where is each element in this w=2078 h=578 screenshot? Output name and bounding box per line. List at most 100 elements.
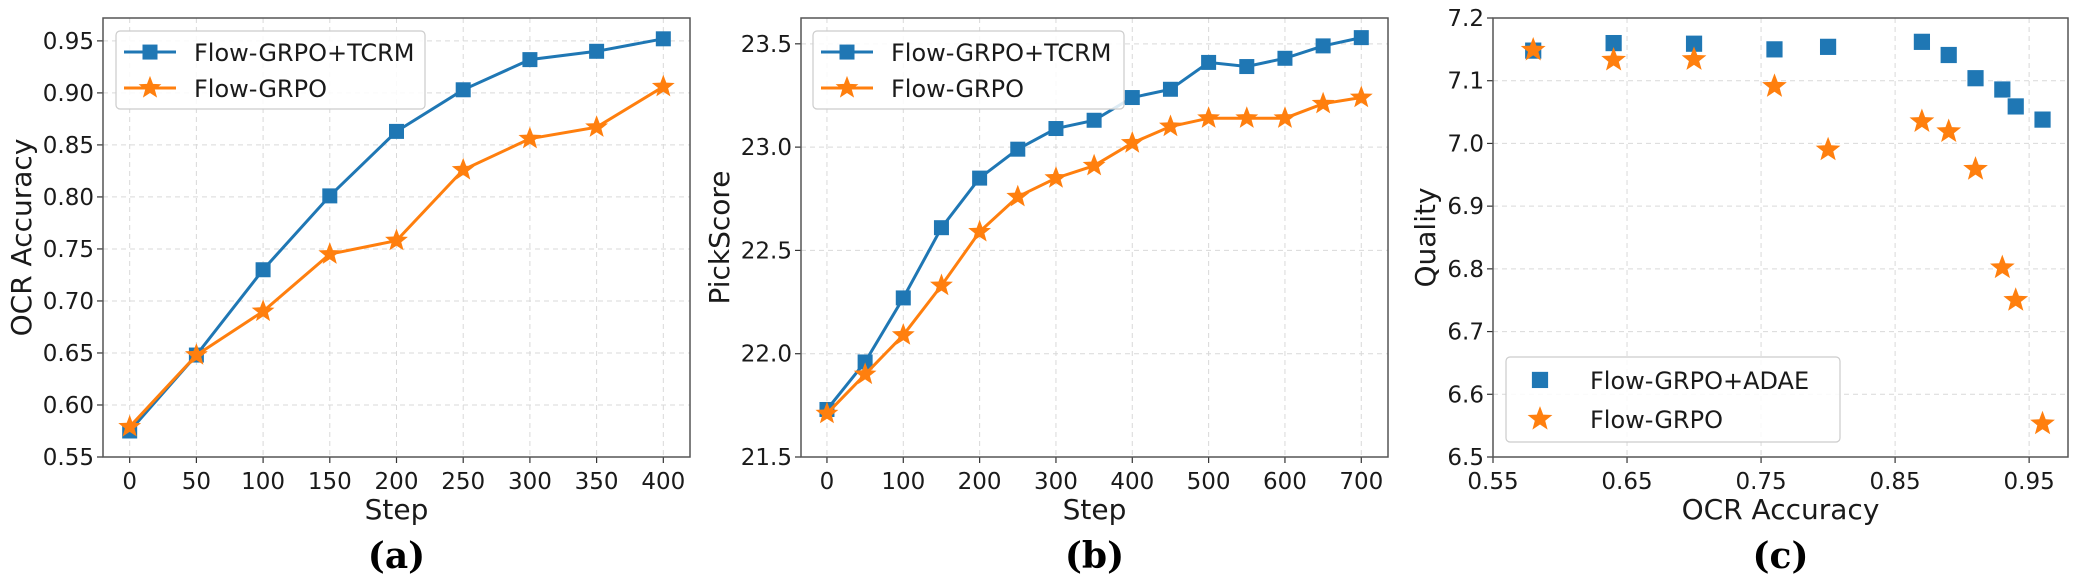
- data-point: [385, 228, 408, 251]
- data-point: [1124, 90, 1140, 106]
- data-point: [933, 220, 949, 236]
- y-tick-label: 7.1: [1447, 69, 1484, 95]
- data-point: [1909, 108, 1935, 132]
- legend: Flow-GRPO+TCRM Flow-GRPO: [812, 30, 1125, 110]
- x-tick-label: 300: [508, 469, 552, 495]
- data-point: [1520, 37, 1546, 61]
- legend-marker: [1527, 406, 1553, 430]
- data-point: [1239, 59, 1255, 75]
- legend: Flow-GRPO+TCRM Flow-GRPO: [115, 30, 426, 110]
- data-point: [1601, 47, 1626, 71]
- data-point: [1010, 141, 1026, 157]
- data-point: [451, 157, 475, 180]
- y-tick-label: 0.60: [43, 393, 94, 419]
- legend-label: Flow-GRPO: [194, 75, 327, 103]
- data-point: [1353, 30, 1369, 46]
- data-point: [1277, 50, 1293, 66]
- legend: Flow-GRPO+ADAE Flow-GRPO: [1505, 356, 1841, 443]
- data-point: [1048, 121, 1064, 137]
- data-point: [322, 188, 338, 204]
- y-tick-label: 23.5: [741, 32, 792, 58]
- x-tick-label: 0.55: [1467, 469, 1518, 495]
- plot-frame: [102, 17, 691, 458]
- y-tick-label: 22.0: [741, 342, 792, 368]
- y-axis-label: Quality: [1409, 187, 1442, 287]
- y-tick-label: 0.85: [43, 133, 94, 159]
- x-tick-label: 100: [881, 469, 925, 495]
- x-tick-label: 150: [308, 469, 352, 495]
- data-point: [185, 343, 208, 365]
- legend-label: Flow-GRPO+TCRM: [891, 39, 1111, 67]
- legend-label: Flow-GRPO: [1590, 406, 1723, 434]
- y-axis-label: PickScore: [703, 170, 736, 304]
- y-tick-label: 0.55: [43, 445, 94, 471]
- data-point: [1006, 184, 1030, 207]
- data-point: [2006, 97, 2025, 116]
- series-line: [825, 96, 1362, 415]
- series-flow-grpo: [1520, 37, 2055, 435]
- x-tick-label: 350: [575, 469, 619, 495]
- x-axis-label: OCR Accuracy: [1682, 493, 1880, 526]
- data-point: [1936, 118, 1962, 142]
- data-point: [853, 362, 877, 385]
- series-flow-grpo: [118, 74, 675, 437]
- x-tick-label: 0.95: [2004, 469, 2055, 495]
- x-tick-label: 600: [1263, 469, 1307, 495]
- y-tick-label: 6.8: [1447, 257, 1484, 283]
- x-tick-label: 200: [375, 469, 419, 495]
- data-point: [1963, 156, 1988, 180]
- data-point: [2030, 410, 2055, 435]
- data-point: [1819, 37, 1837, 56]
- y-tick-label: 7.2: [1447, 6, 1484, 32]
- data-point: [972, 170, 988, 186]
- x-tick-label: 400: [641, 469, 685, 495]
- data-point: [1311, 91, 1335, 114]
- x-tick-label: 200: [958, 469, 1002, 495]
- data-point: [1235, 106, 1259, 128]
- data-point: [1315, 38, 1331, 54]
- legend-label: Flow-GRPO+ADAE: [1590, 367, 1809, 395]
- y-tick-label: 21.5: [741, 445, 792, 471]
- data-point: [1197, 106, 1220, 128]
- legend-marker: [839, 44, 855, 60]
- y-tick-label: 6.7: [1447, 320, 1484, 346]
- y-tick-label: 0.70: [43, 289, 94, 315]
- x-tick-label: 300: [1034, 469, 1078, 495]
- x-axis-label: Step: [365, 493, 429, 526]
- data-point: [651, 74, 675, 97]
- y-tick-label: 0.80: [43, 185, 94, 211]
- y-tick-label: 0.95: [43, 29, 94, 55]
- data-point: [891, 323, 915, 345]
- data-point: [1765, 40, 1784, 59]
- data-point: [251, 299, 275, 322]
- legend-marker: [138, 75, 162, 98]
- y-tick-label: 22.5: [741, 238, 792, 264]
- plot-frame: [800, 17, 1389, 458]
- legend-marker: [1531, 371, 1549, 389]
- y-tick-label: 6.6: [1447, 382, 1484, 408]
- plot-frame: [1492, 17, 2069, 458]
- series-flow-grpo-tcrm: [819, 30, 1369, 417]
- y-tick-label: 0.65: [43, 341, 94, 367]
- series-flow-grpo-adae: [1524, 32, 2052, 129]
- legend-marker: [142, 44, 158, 60]
- x-tick-label: 100: [241, 469, 285, 495]
- legend-box: [115, 30, 426, 110]
- data-point: [930, 273, 953, 296]
- panel-label: (b): [1065, 535, 1124, 577]
- series-flow-grpo: [815, 85, 1373, 424]
- data-point: [1273, 106, 1297, 128]
- data-point: [1966, 69, 1985, 88]
- data-point: [1082, 153, 1106, 176]
- data-point: [968, 219, 991, 242]
- chart-ocr-accuracy-vs-step: 0 50 100 150 200 250 300 350 400 0.55 0.60 0.65 0.70…: [5, 17, 691, 577]
- y-tick-label: 6.5: [1447, 445, 1484, 471]
- data-point: [2033, 110, 2052, 129]
- data-point: [585, 115, 608, 137]
- x-tick-label: 250: [441, 469, 485, 495]
- chart-pickscore-vs-step: 0 100 200 300 400 500 600 700 21.5 22.0 22.5 23.0 23…: [703, 17, 1389, 577]
- chart-quality-vs-ocr-accuracy: 0.55 0.65 0.75 0.85 0.95 6.5 6.6 6.7 6.8 6.9 7.0 7.…: [1409, 6, 2069, 577]
- x-tick-label: 0.65: [1601, 469, 1652, 495]
- x-axis-label: Step: [1063, 493, 1127, 526]
- data-point: [255, 262, 271, 278]
